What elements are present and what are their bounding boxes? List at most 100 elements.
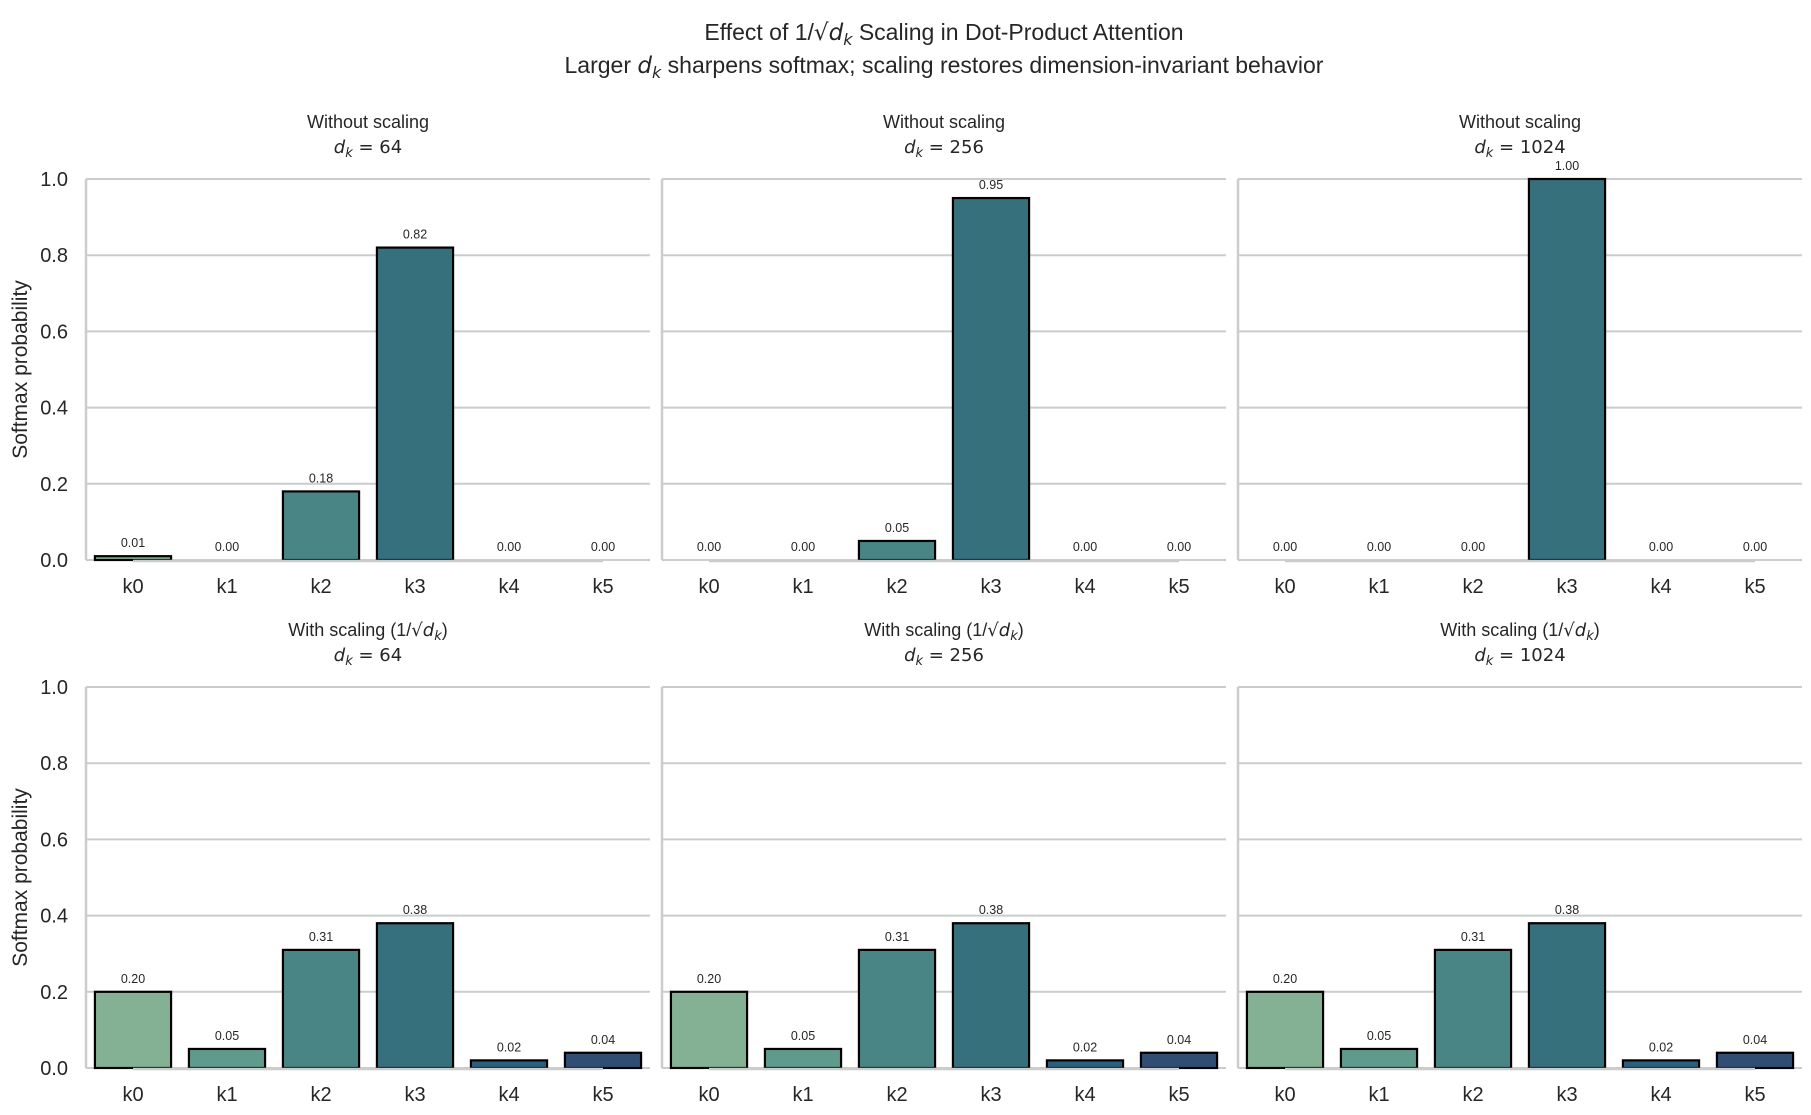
x-tick-label: k2 [886, 1084, 907, 1106]
bar-k3 [951, 922, 1031, 1070]
bar-k3 [951, 196, 1031, 562]
bar-k3 [1527, 922, 1607, 1070]
y-tick-label: 0.4 [40, 906, 68, 928]
bar-k0 [93, 555, 173, 562]
bar-k4 [1621, 1059, 1701, 1070]
bar-k2 [1433, 948, 1513, 1070]
panels: Without scaling dk = 64 0.0 0.2 0.4 0.6 0.8 1.0… [9, 112, 1802, 1106]
panel-unscaled-dk64: Without scaling dk = 64 0.0 0.2 0.4 0.6 0.8 1.0… [9, 112, 650, 598]
y-tick-label: 0.2 [40, 474, 68, 496]
data-label: 0.00 [1167, 540, 1191, 554]
panel-scaled-dk1024: With scaling (1/√dk)dk = 1024 0.20 k0 0.05 k… [1236, 620, 1802, 1106]
x-tick-label: k5 [1168, 1084, 1189, 1106]
data-label: 0.04 [1167, 1033, 1191, 1047]
y-axis-label: Softmax probability [9, 788, 32, 967]
data-label: 0.01 [121, 536, 145, 550]
panel-title: Without scaling [1459, 112, 1581, 132]
data-label: 0.05 [1367, 1029, 1391, 1043]
panel-title: Without scaling [307, 112, 429, 132]
x-tick-label: k3 [404, 576, 425, 598]
bar-k1 [187, 1047, 267, 1070]
x-tick-label: k4 [498, 576, 519, 598]
panel-scaled-dk256: With scaling (1/√dk)dk = 256 0.20 k0 0.05 k1… [660, 620, 1226, 1106]
x-tick-label: k5 [1744, 1084, 1765, 1106]
figure-title: Effect of 1/√dk Scaling in Dot-Product A… [565, 19, 1324, 82]
chart-title: Effect of 1/√dk Scaling in Dot-Product A… [704, 19, 1183, 49]
x-tick-label: k2 [1462, 576, 1483, 598]
data-label: 0.00 [1461, 540, 1485, 554]
panel-title: Without scaling [883, 112, 1005, 132]
x-tick-label: k0 [1274, 1084, 1295, 1106]
panel-dk-label: dk = 1024 [1474, 137, 1565, 161]
data-label: 0.20 [1273, 972, 1297, 986]
bar-k5 [1715, 1051, 1795, 1070]
x-tick-label: k1 [1368, 1084, 1389, 1106]
x-tick-label: k0 [698, 576, 719, 598]
bar-k2 [857, 539, 937, 562]
data-label: 0.38 [403, 903, 427, 917]
y-tick-label: 0.4 [40, 398, 68, 420]
x-tick-label: k4 [1074, 1084, 1095, 1106]
bar-k0 [1245, 990, 1325, 1070]
x-tick-label: k0 [698, 1084, 719, 1106]
x-tick-label: k5 [592, 576, 613, 598]
data-label: 0.20 [697, 972, 721, 986]
data-label: 1.00 [1555, 159, 1579, 173]
data-label: 0.00 [497, 540, 521, 554]
x-tick-label: k5 [1744, 576, 1765, 598]
y-tick-label: 1.0 [40, 677, 68, 699]
bar-k2 [281, 490, 361, 562]
data-label: 0.02 [1649, 1040, 1673, 1054]
x-tick-label: k3 [980, 1084, 1001, 1106]
y-tick-label: 0.8 [40, 245, 68, 267]
data-label: 0.00 [791, 540, 815, 554]
y-tick-label: 0.0 [40, 550, 68, 572]
y-tick-label: 0.8 [40, 753, 68, 775]
panel-dk-label: dk = 64 [334, 137, 402, 161]
x-tick-label: k1 [216, 576, 237, 598]
data-label: 0.95 [979, 178, 1003, 192]
bar-k0 [93, 990, 173, 1070]
x-tick-label: k4 [1074, 576, 1095, 598]
data-label: 0.00 [215, 540, 239, 554]
panel-scaled-dk64: With scaling (1/√dk)dk = 64 0.0 0.2 0.4 0.6 0… [9, 620, 650, 1106]
panel-dk-label: dk = 1024 [1474, 645, 1565, 669]
x-tick-label: k0 [122, 1084, 143, 1106]
x-tick-label: k2 [886, 576, 907, 598]
panel-title: With scaling (1/√dk) [288, 620, 448, 644]
x-tick-label: k4 [1650, 576, 1671, 598]
x-tick-label: k2 [310, 1084, 331, 1106]
x-tick-label: k1 [792, 576, 813, 598]
bar-k3 [1527, 177, 1607, 562]
x-tick-label: k0 [122, 576, 143, 598]
data-label: 0.82 [403, 228, 427, 242]
data-label: 0.00 [1273, 540, 1297, 554]
bar-k2 [857, 948, 937, 1070]
y-tick-label: 0.0 [40, 1058, 68, 1080]
y-tick-label: 0.6 [40, 321, 68, 343]
data-label: 0.20 [121, 972, 145, 986]
y-tick-label: 0.6 [40, 829, 68, 851]
panel-title: With scaling (1/√dk) [864, 620, 1024, 644]
y-tick-label: 1.0 [40, 169, 68, 191]
y-axis-label: Softmax probability [9, 280, 32, 459]
bar-k2 [281, 948, 361, 1070]
panel-dk-label: dk = 64 [334, 645, 402, 669]
bar-k0 [669, 990, 749, 1070]
data-label: 0.02 [497, 1040, 521, 1054]
x-tick-label: k3 [1556, 1084, 1577, 1106]
data-label: 0.31 [885, 930, 909, 944]
chart-subtitle: Larger dk sharpens softmax; scaling rest… [565, 52, 1324, 82]
data-label: 0.18 [309, 471, 333, 485]
bar-k1 [1339, 1047, 1419, 1070]
x-tick-label: k3 [404, 1084, 425, 1106]
data-label: 0.00 [1743, 540, 1767, 554]
data-label: 0.00 [1073, 540, 1097, 554]
data-label: 0.00 [697, 540, 721, 554]
x-tick-label: k2 [1462, 1084, 1483, 1106]
bar-k4 [1045, 1059, 1125, 1070]
bar-k4 [469, 1059, 549, 1070]
data-label: 0.00 [591, 540, 615, 554]
x-tick-label: k0 [1274, 576, 1295, 598]
